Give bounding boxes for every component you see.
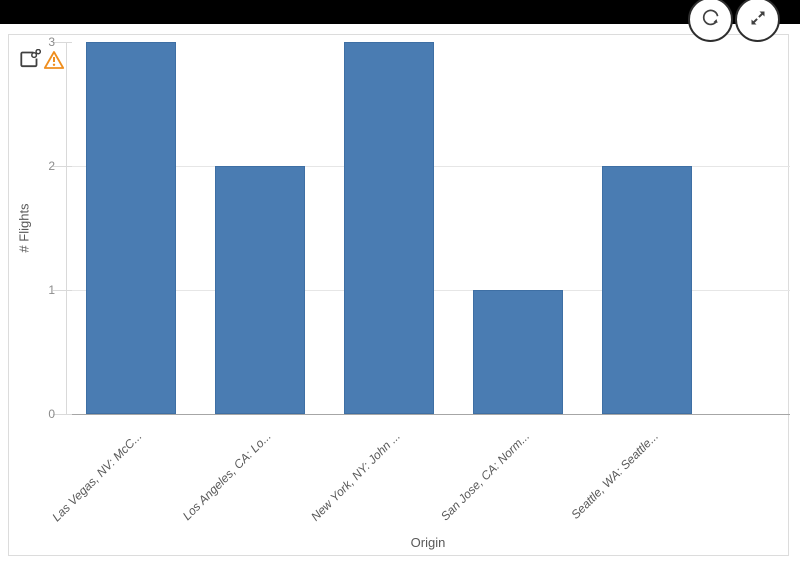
y-tick-label: 2: [48, 159, 55, 173]
bar[interactable]: [344, 42, 434, 414]
bar[interactable]: [215, 166, 305, 414]
bar[interactable]: [86, 42, 176, 414]
plot-area: # Flights Origin 0 1 2 3 Las Vegas, NV: McC.…: [9, 35, 790, 555]
y-tick-mark: [53, 414, 72, 415]
x-category-label[interactable]: San Jose, CA: Norm...: [437, 429, 532, 524]
bar[interactable]: [473, 290, 563, 414]
bar[interactable]: [602, 166, 692, 414]
y-axis-title: # Flights: [16, 203, 32, 253]
y-tick-label: 1: [48, 283, 55, 297]
x-axis-title: Origin: [410, 535, 446, 550]
refresh-button[interactable]: [688, 0, 733, 42]
x-category-label[interactable]: Las Vegas, NV: McC...: [49, 429, 145, 525]
x-category-label[interactable]: Los Angeles, CA: Lo...: [179, 429, 274, 524]
y-axis-line: [66, 42, 67, 414]
expand-icon: [748, 8, 768, 31]
refresh-icon: [700, 7, 722, 32]
expand-button[interactable]: [735, 0, 780, 42]
top-black-bar: [0, 0, 800, 24]
x-axis-line: [66, 414, 790, 415]
y-tick-label: 0: [48, 407, 55, 421]
chart-card: # Flights Origin 0 1 2 3 Las Vegas, NV: McC.…: [8, 34, 790, 556]
y-tick-mark: [53, 166, 72, 167]
linked-object-icon: [18, 48, 42, 75]
y-tick-mark: [53, 290, 72, 291]
warning-icon[interactable]: [43, 50, 65, 75]
y-tick-label: 3: [48, 35, 55, 49]
y-tick-mark: [53, 42, 72, 43]
x-category-label[interactable]: New York, NY: John ...: [308, 429, 403, 524]
x-category-label[interactable]: Seattle, WA: Seattle...: [568, 429, 661, 522]
